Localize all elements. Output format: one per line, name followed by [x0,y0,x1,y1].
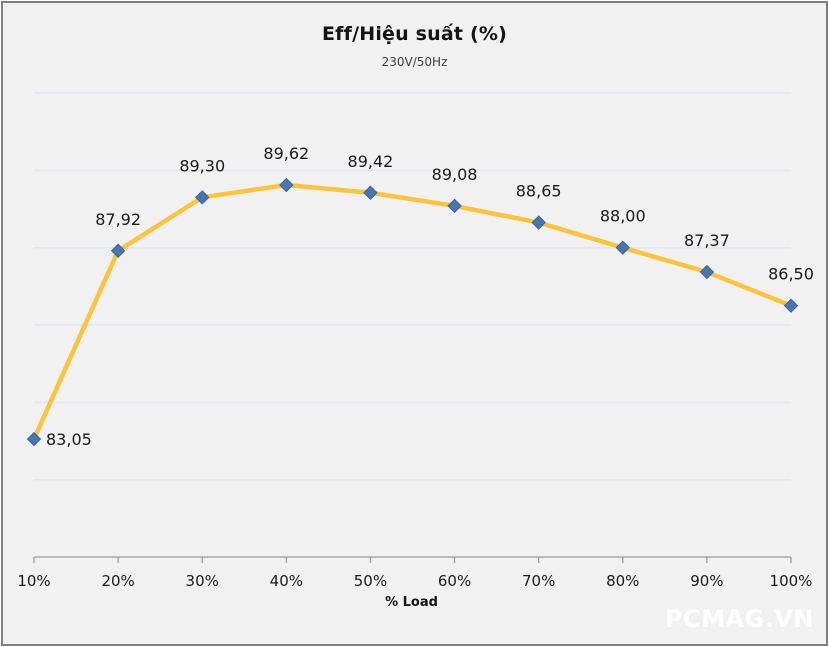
series-line [31,182,794,442]
data-point-label: 87,37 [684,231,730,250]
data-point-label: 88,65 [516,182,562,201]
data-point-label: 89,62 [263,144,309,163]
x-tick-label: 90% [690,572,723,590]
chart-title: Eff/Hiệu suất (%) [321,23,508,45]
x-tick-label: 40% [270,572,303,590]
data-point-marker [279,177,294,193]
x-axis-title: % Load [385,595,438,610]
chart-subtitle: 230V/50Hz [381,55,448,69]
data-point-marker [195,190,210,205]
plot-area: 10% 20% 30% 40% 50% 60% 70% 80% 90% 100% 83,05 87,9… [17,92,814,590]
data-point-label: 88,00 [600,207,646,226]
data-point-marker [531,215,546,230]
x-tick-label: 60% [438,572,471,590]
data-point-marker [699,264,715,280]
x-tick-label: 50% [354,572,387,590]
data-point-label: 89,30 [179,156,225,175]
data-point-label: 89,08 [432,165,478,184]
data-point-marker [363,185,378,200]
data-point-label: 83,05 [46,430,92,449]
data-point-label: 86,50 [768,265,814,284]
x-tick-label: 70% [522,572,555,590]
watermark: PCMAG.VN [664,605,814,633]
data-point-marker [26,431,42,447]
x-tick-label: 80% [606,572,639,590]
x-tick-label: 10% [17,572,50,590]
x-tick-label: 30% [186,572,219,590]
data-point-marker [783,298,799,313]
data-point-label: 87,92 [95,210,141,229]
data-point-marker [447,198,462,214]
data-point-label: 89,42 [348,152,394,171]
data-point-marker [110,243,126,258]
x-tick-label: 100% [770,572,813,590]
data-point-marker [615,240,630,255]
x-tick-label: 20% [101,572,134,590]
